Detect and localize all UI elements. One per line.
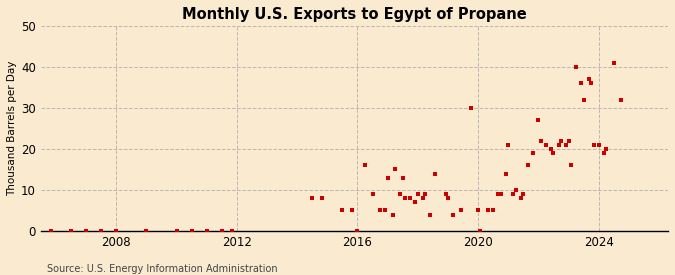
Point [493,192,504,196]
Point [570,65,581,69]
Point [535,139,546,143]
Point [465,106,476,110]
Point [576,81,587,86]
Point [425,212,436,217]
Point [226,229,237,233]
Point [352,229,363,233]
Point [171,229,182,233]
Point [548,151,559,155]
Point [360,163,371,167]
Point [440,192,451,196]
Point [561,143,572,147]
Point [443,196,454,200]
Point [500,171,511,176]
Point [380,208,391,213]
Point [608,60,619,65]
Point [387,212,398,217]
Point [583,77,594,81]
Point [503,143,514,147]
Point [586,81,597,86]
Point [96,229,107,233]
Point [556,139,566,143]
Point [488,208,499,213]
Point [65,229,76,233]
Point [528,151,539,155]
Point [111,229,122,233]
Y-axis label: Thousand Barrels per Day: Thousand Barrels per Day [7,61,17,196]
Point [412,192,423,196]
Point [317,196,327,200]
Point [533,118,544,122]
Point [599,151,610,155]
Point [554,143,564,147]
Point [448,212,458,217]
Point [455,208,466,213]
Point [382,175,393,180]
Point [201,229,212,233]
Point [395,192,406,196]
Point [588,143,599,147]
Point [508,192,519,196]
Point [347,208,358,213]
Point [518,192,529,196]
Point [495,192,506,196]
Point [410,200,421,204]
Point [563,139,574,143]
Point [566,163,576,167]
Point [601,147,612,151]
Point [472,208,483,213]
Point [545,147,556,151]
Title: Monthly U.S. Exports to Egypt of Propane: Monthly U.S. Exports to Egypt of Propane [182,7,526,22]
Point [367,192,378,196]
Point [398,175,408,180]
Point [418,196,429,200]
Point [616,98,626,102]
Point [510,188,521,192]
Point [405,196,416,200]
Point [45,229,56,233]
Point [141,229,152,233]
Point [217,229,227,233]
Point [483,208,493,213]
Point [593,143,604,147]
Point [541,143,551,147]
Point [420,192,431,196]
Point [523,163,534,167]
Point [400,196,410,200]
Text: Source: U.S. Energy Information Administration: Source: U.S. Energy Information Administ… [47,264,278,274]
Point [389,167,400,172]
Point [430,171,441,176]
Point [475,229,486,233]
Point [375,208,385,213]
Point [186,229,197,233]
Point [81,229,92,233]
Point [578,98,589,102]
Point [337,208,348,213]
Point [516,196,526,200]
Point [307,196,318,200]
